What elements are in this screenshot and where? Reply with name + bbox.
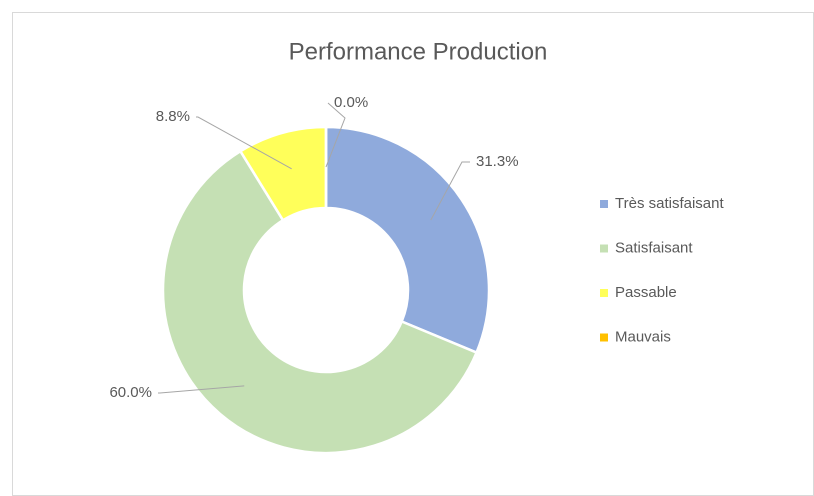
leader-line [325,102,346,168]
leader-line [158,385,245,394]
legend-label: Passable [615,284,677,301]
legend-swatch [600,289,608,297]
legend-swatch [600,333,608,342]
legend-label: Satisfaisant [615,239,693,256]
data-label: 31.3% [476,153,519,170]
data-label: 60.0% [109,384,152,401]
slice [161,149,479,455]
leader-line [196,116,292,170]
data-label: 8.8% [156,108,190,125]
legend-label: Mauvais [615,328,671,345]
legend-label: Très satisfaisant [615,195,724,212]
legend-swatch [600,200,608,208]
slice [324,125,491,355]
leader-line [430,161,470,221]
data-label: 0.0% [334,94,368,111]
legend-swatch [600,244,608,253]
chart-title: Performance Production [289,38,548,65]
